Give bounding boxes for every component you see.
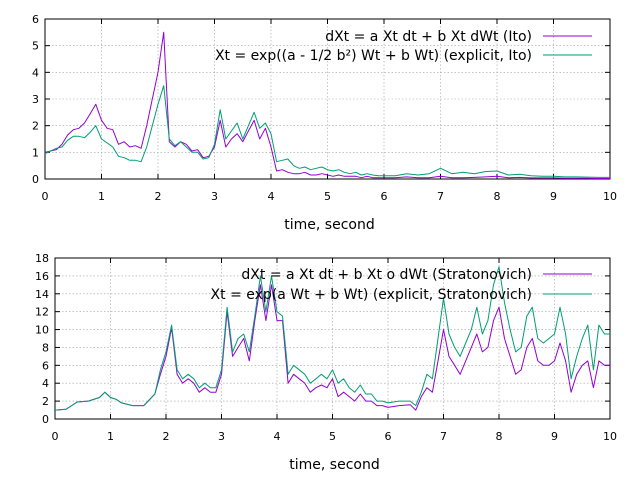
y-tick-label: 1 xyxy=(32,146,39,159)
top-chart-ito: 0 1 2 3 4 5 6 7 8 9 10 0 1 2 3 4 5 6 time, second dXt = a X… xyxy=(32,13,617,233)
x-tick-label: 2 xyxy=(155,190,162,203)
x-tick-label: 6 xyxy=(381,190,388,203)
y-tick-label: 4 xyxy=(32,66,39,79)
y-tick-label: 16 xyxy=(35,270,49,283)
x-tick-label: 3 xyxy=(218,430,225,443)
x-tick-label: 8 xyxy=(496,430,503,443)
x-tick-label: 5 xyxy=(324,190,331,203)
x-tick-label: 6 xyxy=(385,430,392,443)
x-tick-label: 4 xyxy=(274,430,281,443)
x-tick-label: 7 xyxy=(440,430,447,443)
x-tick-label: 7 xyxy=(437,190,444,203)
x-tick-label: 0 xyxy=(52,430,59,443)
y-tick-label: 2 xyxy=(42,395,49,408)
y-tick-label: 6 xyxy=(42,359,49,372)
x-tick-label: 2 xyxy=(163,430,170,443)
y-tick-label: 12 xyxy=(35,306,49,319)
legend-label-2: Xt = exp((a - 1/2 b²) Wt + b Wt) (explic… xyxy=(215,48,532,64)
y-tick-label: 8 xyxy=(42,341,49,354)
x-tick-label: 1 xyxy=(98,190,105,203)
x-tick-label: 9 xyxy=(551,430,558,443)
y-tick-label: 0 xyxy=(32,173,39,186)
x-tick-label: 3 xyxy=(211,190,218,203)
series-line-2 xyxy=(44,85,610,178)
x-tick-label: 10 xyxy=(603,190,617,203)
series-line-2 xyxy=(54,266,610,411)
x-tick-label: 1 xyxy=(107,430,114,443)
y-tick-label: 2 xyxy=(32,120,39,133)
x-tick-label: 5 xyxy=(329,430,336,443)
y-tick-label: 14 xyxy=(35,288,49,301)
y-tick-label: 3 xyxy=(32,93,39,106)
y-tick-label: 10 xyxy=(35,324,49,337)
legend-label-1: dXt = a Xt dt + b Xt dWt (Ito) xyxy=(325,29,532,45)
y-tick-label: 4 xyxy=(42,377,49,390)
x-tick-label: 9 xyxy=(550,190,557,203)
series-line-1 xyxy=(44,31,610,179)
x-tick-label: 8 xyxy=(494,190,501,203)
x-tick-label: 0 xyxy=(42,190,49,203)
series-line-1 xyxy=(54,284,610,411)
y-tick-label: 6 xyxy=(32,13,39,26)
x-axis-title: time, second xyxy=(289,457,379,473)
legend-label-2: Xt = exp(a Wt + b Wt) (explicit, Straton… xyxy=(211,287,532,303)
x-axis-title: time, second xyxy=(284,217,374,233)
x-tick-label: 10 xyxy=(603,430,617,443)
y-tick-label: 0 xyxy=(42,413,49,426)
y-tick-label: 18 xyxy=(35,252,49,265)
y-tick-label: 5 xyxy=(32,40,39,53)
legend-label-1: dXt = a Xt dt + b Xt o dWt (Stratonovich… xyxy=(241,267,532,283)
x-tick-label: 4 xyxy=(268,190,275,203)
